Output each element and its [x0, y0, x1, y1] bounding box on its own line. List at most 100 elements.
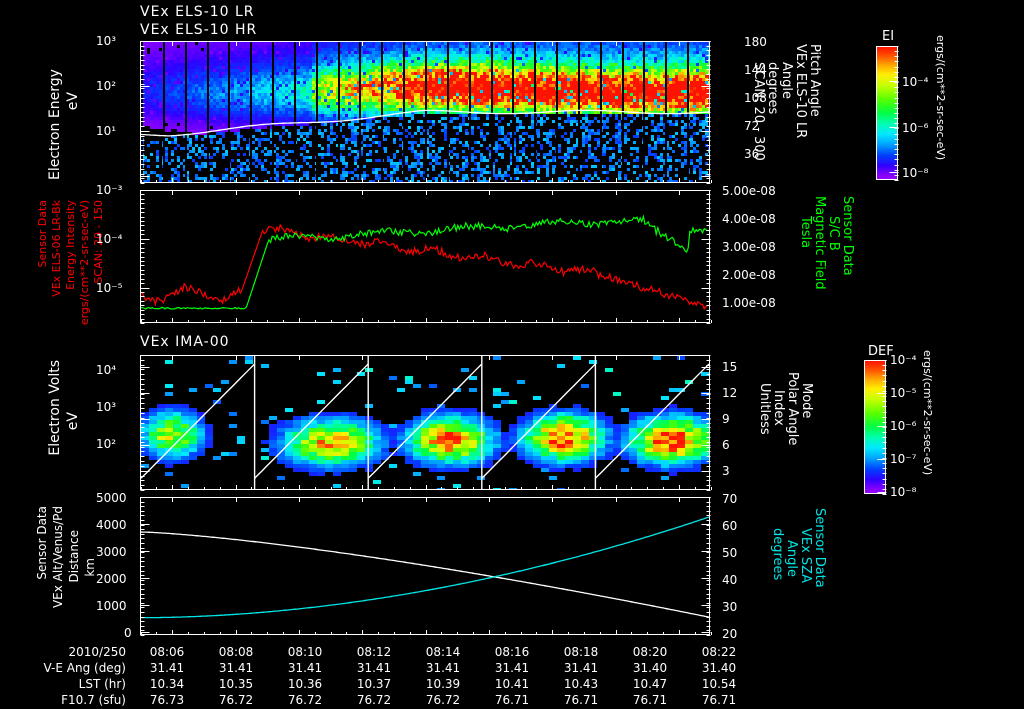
footer-cell: 10.36	[287, 677, 323, 691]
panel4-left-label-2: Distance	[67, 530, 81, 583]
footer-row: F10.7 (sfu) 76.73 76.72 76.72 76.72 76.7…	[0, 693, 760, 709]
panel1-ytick-0: 10³	[96, 34, 117, 48]
panel2-left-label-3: ergs/(cm**2-sr-sec-eV)	[78, 200, 91, 326]
panel1-right-label-1: VEx ELS-10 LR	[793, 44, 808, 139]
panel2-y2tick-0: 5.00e-08	[722, 184, 776, 198]
panel2-y2tick-4: 1.00e-08	[722, 296, 776, 310]
panel2-left-label-0: Sensor Data	[36, 200, 49, 268]
panel4-left-label-1: VEx Alt/Venus/Pd	[51, 506, 65, 609]
footer-cell: 76.71	[494, 693, 530, 707]
panel1-right-label-2: Angle	[779, 62, 794, 99]
panel2-ytick-1: 10⁻⁴	[96, 232, 123, 246]
panel4-y2tick-5: 20	[722, 627, 738, 641]
footer-row-label: V-E Ang (deg)	[43, 661, 126, 675]
footer-cell: 31.40	[632, 661, 668, 675]
panel3-cbar-tick-2: 10⁻⁶	[890, 419, 917, 433]
panel4-left-label-0: Sensor Data	[35, 506, 49, 580]
panel2-y2tick-2: 3.00e-08	[722, 240, 776, 254]
panel3-y2tick-4: 3	[722, 464, 730, 478]
panel2-right-label-0: Sensor Data	[840, 196, 855, 276]
panel2-y2tick-3: 2.00e-08	[722, 268, 776, 282]
footer-cell: 08:20	[632, 645, 668, 659]
footer-cell: 10.37	[356, 677, 392, 691]
panel4-y2tick-4: 30	[722, 600, 738, 614]
panel3-right-label-1: Polar Angle	[785, 372, 800, 446]
altitude-sza-panel[interactable]	[140, 497, 710, 635]
energy-intensity-magnetic-field-panel[interactable]	[140, 190, 710, 323]
panel3-right-label-0: Mode	[799, 383, 814, 419]
footer-cell: 08:16	[494, 645, 530, 659]
panel3-y2tick-3: 6	[722, 438, 730, 452]
panel2-right-label-3: Tesla	[798, 216, 813, 249]
panel3-y2tick-1: 12	[722, 386, 738, 400]
footer-cell: 31.41	[149, 661, 185, 675]
panel1-cbar-tick-2: 10⁻⁸	[902, 166, 929, 180]
panel2-y2tick-1: 4.00e-08	[722, 212, 776, 226]
panel4-y2tick-2: 50	[722, 546, 738, 560]
panel4-left-label-3: km	[83, 558, 97, 577]
panel3-left-axis-label: Electron Volts	[47, 360, 63, 456]
footer-row: V-E Ang (deg) 31.41 31.41 31.41 31.41 31…	[0, 661, 760, 677]
panel3-cbar-tick-0: 10⁻⁴	[890, 353, 917, 367]
panel3-title: VEx IMA-00	[140, 334, 230, 350]
panel3-y2tick-0: 15	[722, 360, 738, 374]
footer-cell: 08:12	[356, 645, 392, 659]
panel4-ytick-1: 4000	[96, 518, 127, 532]
footer-cell: 10.41	[494, 677, 530, 691]
panel3-ytick-2: 10²	[96, 437, 117, 451]
panel1-cbar-tick-0: 10⁻⁴	[902, 75, 929, 89]
footer-cell: 31.41	[425, 661, 461, 675]
footer-cell: 10.47	[632, 677, 668, 691]
footer-cell: 31.41	[218, 661, 254, 675]
panel1-colorbar-unit: ergs/(cm**2-sr-sec-eV)	[934, 35, 947, 161]
panel1-right-label-4: SCAN: 20 - 300	[751, 62, 766, 161]
footer-cell: 10.39	[425, 677, 461, 691]
footer-table: 2010/250 08:06 08:08 08:10 08:12 08:14 0…	[0, 645, 760, 709]
panel3-cbar-tick-3: 10⁻⁷	[890, 452, 917, 466]
footer-cell: 76.71	[563, 693, 599, 707]
panel2-right-label-2: Magnetic Field	[812, 196, 827, 290]
panel2-left-label-1: VEx ELS-06 LR-Bk	[50, 200, 63, 297]
panel2-left-label-2: Energy Intensity	[64, 200, 77, 290]
footer-cell: 76.72	[356, 693, 392, 707]
panel4-ytick-0: 5000	[96, 491, 127, 505]
footer-cell: 08:08	[218, 645, 254, 659]
electron-energy-spectrogram-panel[interactable]	[140, 41, 710, 183]
footer-cell: 08:14	[425, 645, 461, 659]
footer-cell: 76.72	[287, 693, 323, 707]
footer-cell: 10.43	[563, 677, 599, 691]
panel3-colorbar[interactable]	[864, 360, 886, 494]
panel3-right-label-3: Unitless	[757, 383, 772, 435]
footer-cell: 08:06	[149, 645, 185, 659]
panel3-ytick-0: 10⁴	[96, 363, 117, 377]
panel4-y2tick-1: 60	[722, 519, 738, 533]
footer-cell: 08:10	[287, 645, 323, 659]
panel3-colorbar-gradient	[865, 361, 885, 493]
panel1-colorbar-gradient	[877, 47, 897, 179]
ion-spectrogram-panel[interactable]	[140, 355, 710, 490]
panel1-title-lr: VEx ELS-10 LR	[140, 4, 255, 20]
panel1-colorbar[interactable]	[876, 46, 898, 180]
panel3-cbar-tick-1: 10⁻⁵	[890, 386, 917, 400]
footer-row-label: 2010/250	[68, 645, 127, 659]
footer-cell: 10.35	[218, 677, 254, 691]
panel3-left-axis-unit: eV	[65, 412, 81, 431]
footer-cell: 76.72	[425, 693, 461, 707]
panel2-right-label-1: S/C B	[826, 216, 841, 251]
footer-row-label: F10.7 (sfu)	[61, 693, 126, 707]
panel2-ytick-2: 10⁻⁵	[96, 281, 123, 295]
panel4-y2tick-0: 70	[722, 492, 738, 506]
panel1-right-label-3: degrees	[765, 62, 780, 115]
footer-cell: 76.73	[149, 693, 185, 707]
footer-cell: 31.40	[701, 661, 737, 675]
footer-cell: 08:22	[701, 645, 737, 659]
footer-row: 2010/250 08:06 08:08 08:10 08:12 08:14 0…	[0, 645, 760, 661]
footer-cell: 31.41	[494, 661, 530, 675]
panel1-right-label-0: Pitch Angle	[807, 44, 822, 117]
panel3-right-label-2: Index	[771, 390, 786, 426]
panel3-colorbar-unit: ergs/(cm**2-sr-sec-eV)	[921, 350, 934, 476]
panel4-right-label-2: Angle	[784, 540, 799, 577]
footer-cell: 76.71	[632, 693, 668, 707]
footer-cell: 08:18	[563, 645, 599, 659]
footer-cell: 76.71	[701, 693, 737, 707]
